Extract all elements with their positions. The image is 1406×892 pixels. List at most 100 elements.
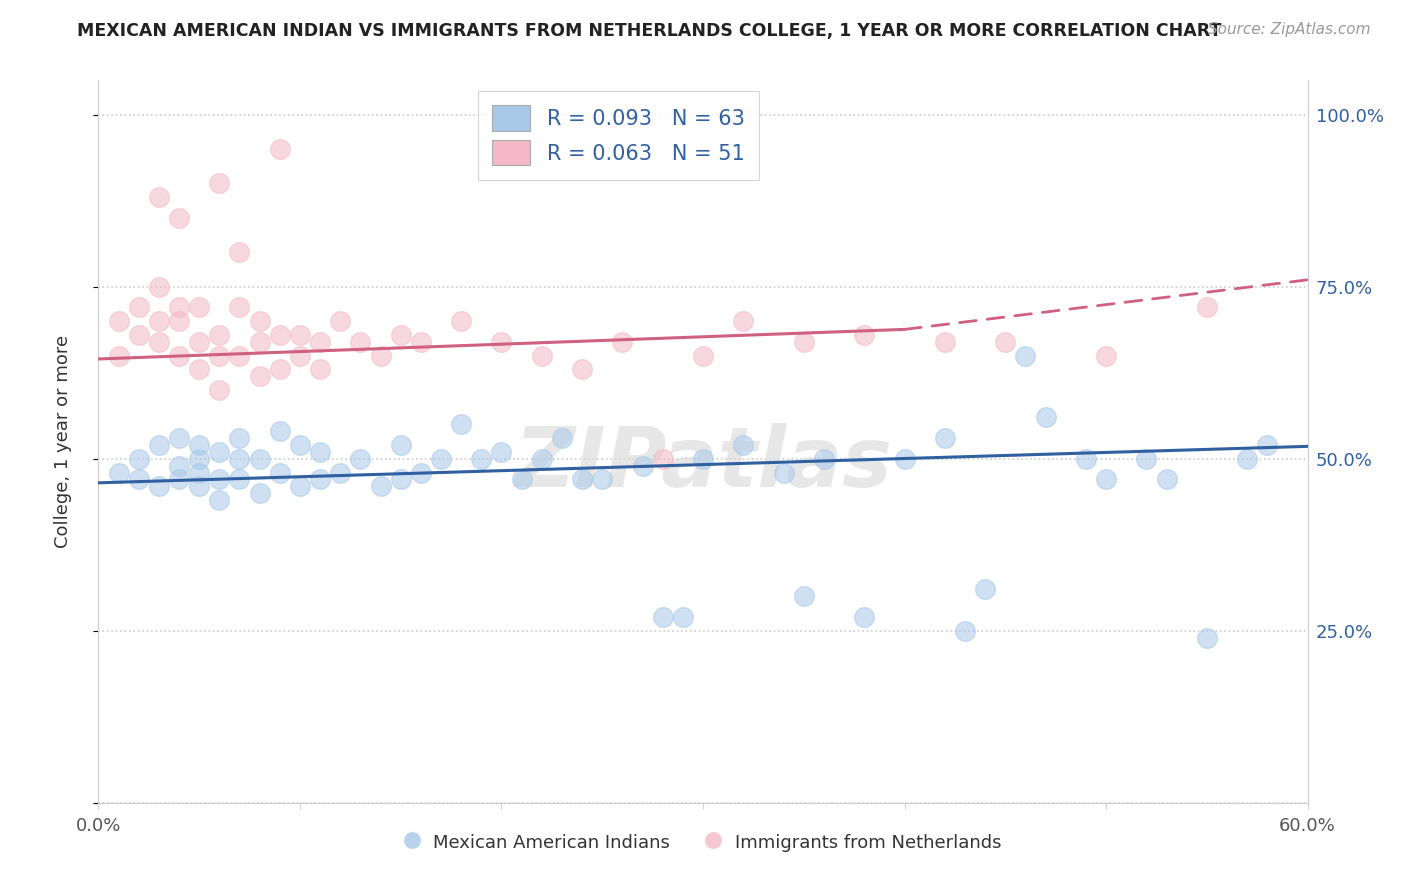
Point [1135, 451, 1157, 466]
Point [450, 417, 472, 432]
Point [1035, 410, 1057, 425]
Point [934, 431, 956, 445]
Point [692, 451, 714, 466]
Point [530, 451, 553, 466]
Point [228, 245, 250, 260]
Point [148, 314, 170, 328]
Point [188, 334, 211, 349]
Y-axis label: College, 1 year or more: College, 1 year or more [53, 335, 72, 548]
Point [188, 479, 211, 493]
Point [228, 472, 250, 486]
Point [228, 431, 250, 445]
Point [167, 314, 190, 328]
Point [491, 334, 513, 349]
Point [269, 466, 291, 480]
Point [571, 472, 593, 486]
Point [167, 431, 190, 445]
Point [249, 334, 271, 349]
Point [269, 327, 291, 342]
Point [470, 451, 492, 466]
Point [288, 438, 311, 452]
Point [651, 610, 673, 624]
Point [309, 334, 332, 349]
Point [853, 610, 876, 624]
Text: ZIPatlas: ZIPatlas [515, 423, 891, 504]
Point [188, 451, 211, 466]
Point [107, 314, 129, 328]
Point [430, 451, 453, 466]
Point [1236, 451, 1258, 466]
Point [1256, 438, 1278, 452]
Point [733, 438, 755, 452]
Point [893, 451, 915, 466]
Point [249, 314, 271, 328]
Point [188, 301, 211, 315]
Point [813, 451, 835, 466]
Point [510, 472, 533, 486]
Point [188, 438, 211, 452]
Text: Source: ZipAtlas.com: Source: ZipAtlas.com [1208, 22, 1371, 37]
Point [128, 451, 150, 466]
Point [793, 590, 815, 604]
Point [974, 582, 997, 597]
Point [269, 362, 291, 376]
Point [208, 472, 231, 486]
Point [329, 466, 352, 480]
Point [288, 349, 311, 363]
Point [208, 493, 231, 508]
Point [208, 177, 231, 191]
Point [389, 327, 412, 342]
Point [370, 479, 392, 493]
Point [571, 362, 593, 376]
Point [672, 610, 695, 624]
Point [1074, 451, 1097, 466]
Point [530, 349, 553, 363]
Point [953, 624, 976, 638]
Point [249, 451, 271, 466]
Point [128, 472, 150, 486]
Point [269, 142, 291, 156]
Point [591, 472, 613, 486]
Point [450, 314, 472, 328]
Point [148, 334, 170, 349]
Point [167, 349, 190, 363]
Point [651, 451, 673, 466]
Point [551, 431, 574, 445]
Point [1095, 349, 1118, 363]
Point [1195, 301, 1218, 315]
Point [853, 327, 876, 342]
Point [107, 466, 129, 480]
Point [692, 349, 714, 363]
Point [167, 301, 190, 315]
Point [148, 479, 170, 493]
Point [249, 486, 271, 500]
Point [733, 314, 755, 328]
Point [1195, 631, 1218, 645]
Point [1095, 472, 1118, 486]
Point [1156, 472, 1178, 486]
Point [167, 472, 190, 486]
Point [228, 451, 250, 466]
Legend: Mexican American Indians, Immigrants from Netherlands: Mexican American Indians, Immigrants fro… [396, 826, 1010, 859]
Point [934, 334, 956, 349]
Point [409, 466, 432, 480]
Point [329, 314, 352, 328]
Point [994, 334, 1017, 349]
Point [107, 349, 129, 363]
Point [228, 349, 250, 363]
Point [148, 190, 170, 204]
Point [1014, 349, 1036, 363]
Point [128, 327, 150, 342]
Point [249, 369, 271, 384]
Point [309, 472, 332, 486]
Point [491, 445, 513, 459]
Point [188, 362, 211, 376]
Point [288, 479, 311, 493]
Point [370, 349, 392, 363]
Point [309, 362, 332, 376]
Point [389, 438, 412, 452]
Point [167, 211, 190, 225]
Point [148, 279, 170, 293]
Point [208, 349, 231, 363]
Point [208, 383, 231, 397]
